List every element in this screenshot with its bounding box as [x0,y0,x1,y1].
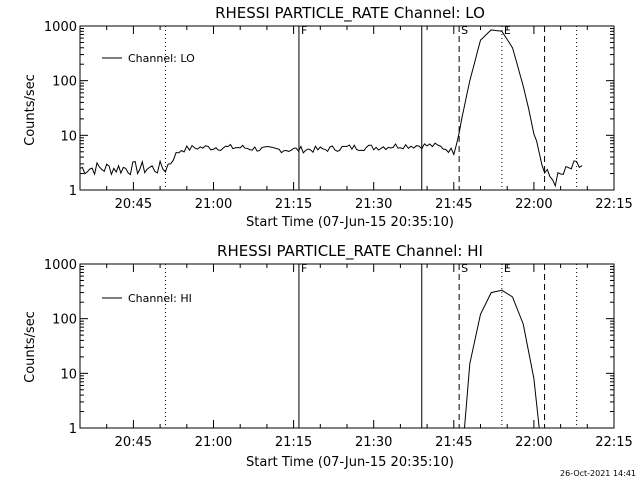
chart-title: RHESSI PARTICLE_RATE Channel: LO [215,4,485,23]
y-tick-label: 1 [69,422,77,437]
y-tick-label: 1 [69,184,77,199]
x-tick-label: 21:15 [275,197,312,212]
x-tick-label: 21:00 [195,197,232,212]
panel-hi: RHESSI PARTICLE_RATE Channel: HI Start T… [23,242,633,470]
event-label: S [461,262,468,275]
x-tick-label: 21:00 [195,435,232,450]
chart-title: RHESSI PARTICLE_RATE Channel: HI [217,242,483,261]
event-label: F [301,24,307,37]
y-axis-label: Counts/sec [23,311,38,383]
panel-lo: RHESSI PARTICLE_RATE Channel: LO Start T… [23,4,633,230]
y-tick-label: 1000 [44,20,77,35]
y-tick-label: 10 [60,367,77,382]
x-tick-label: 21:15 [275,435,312,450]
plot-frame [79,25,615,191]
x-tick-label: 22:00 [515,197,552,212]
legend-label: Channel: HI [128,292,192,305]
x-tick-label: 21:45 [435,435,472,450]
event-label: E [504,262,511,275]
timestamp: 26-Oct-2021 14:41 [560,469,636,478]
x-tick-label: 22:15 [595,197,632,212]
x-axis-label: Start Time (07-Jun-15 20:35:10) [246,455,454,470]
x-axis-label: Start Time (07-Jun-15 20:35:10) [246,215,454,230]
y-tick-label: 10 [60,129,77,144]
event-label: F [301,262,307,275]
y-tick-label: 100 [52,313,77,328]
x-tick-label: 22:15 [595,435,632,450]
event-label: S [461,24,468,37]
series-line [79,29,583,188]
x-tick-label: 21:45 [435,197,472,212]
y-tick-label: 1000 [44,258,77,273]
event-label: E [504,24,511,37]
legend-label: Channel: LO [128,52,195,65]
x-tick-label: 21:30 [355,435,392,450]
x-tick-label: 20:45 [115,435,152,450]
series-line [464,289,540,429]
x-tick-label: 21:30 [355,197,392,212]
y-axis-label: Counts/sec [23,74,38,146]
x-tick-label: 20:45 [115,197,152,212]
plot-frame [79,263,615,429]
y-tick-label: 100 [52,75,77,90]
x-tick-label: 22:00 [515,435,552,450]
